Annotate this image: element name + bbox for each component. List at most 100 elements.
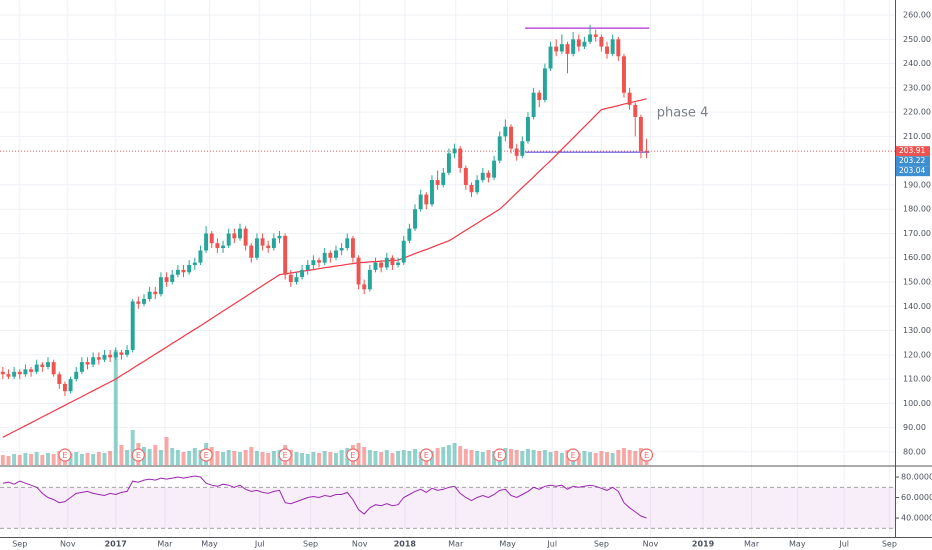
candle-body: [480, 172, 485, 181]
x-tick-label: 2019: [692, 540, 715, 549]
grid: [0, 0, 895, 537]
volume-bar: [238, 452, 242, 465]
candle-body: [554, 46, 559, 52]
volume-bar: [96, 452, 101, 465]
y-tick-label: 130.00: [903, 326, 931, 335]
volume-bar: [509, 449, 514, 465]
x-tick-label: Mar: [744, 540, 760, 549]
candle-body: [12, 371, 17, 377]
x-tick-label: Jul: [838, 540, 849, 549]
volume-bar: [119, 445, 124, 465]
candle-body: [51, 362, 56, 375]
candle-body: [638, 116, 643, 151]
price-label-box: [896, 156, 930, 167]
axis-layer: 80.00 90.00 100.00 110.00 120.00 130.00 140.00…: [12, 11, 932, 549]
candle-body: [209, 233, 214, 244]
x-tick-label: May: [499, 540, 516, 549]
price-label-box: [896, 146, 930, 157]
rsi-layer: [0, 475, 899, 529]
volume-bar: [74, 452, 79, 465]
earnings-marker: [639, 448, 654, 462]
price-label: 203.04: [899, 166, 925, 175]
volume-bar: [554, 451, 559, 465]
volume-bar: [384, 450, 389, 465]
volume-bar: [68, 453, 73, 465]
volume-bar: [633, 451, 638, 465]
candle-body: [627, 92, 632, 105]
x-tick-label: Jul: [254, 540, 265, 549]
candle-body: [413, 209, 418, 229]
price-layer: phase 4: [0, 24, 895, 438]
candle-body: [356, 257, 361, 285]
y-tick-label: 150.00: [903, 278, 931, 287]
candle-body: [576, 39, 581, 47]
candle-body: [300, 269, 305, 278]
candle-body: [605, 46, 609, 54]
candle-body: [339, 248, 344, 251]
candle-body: [249, 245, 254, 258]
candle-body: [305, 265, 310, 270]
volume-bar: [367, 450, 372, 465]
volume-bar: [300, 453, 305, 465]
x-tick-label: Mar: [157, 540, 173, 549]
volume-bar: [621, 448, 626, 465]
price-label: 203.22: [899, 156, 925, 165]
volume-bar: [452, 443, 457, 465]
candle-body: [345, 238, 350, 249]
x-tick-label: Mar: [448, 540, 464, 549]
x-tick-label: Sep: [303, 540, 318, 549]
candle-body: [514, 148, 519, 156]
earnings-marker: [131, 448, 145, 462]
candle-body: [6, 374, 11, 377]
volume-bar: [328, 452, 333, 465]
volume-bar: [40, 455, 45, 465]
y-tick-label: 220.00: [903, 108, 931, 117]
candle-body: [503, 126, 508, 137]
volume-bar: [396, 451, 401, 465]
earnings-marker: [346, 448, 360, 462]
volume-bar: [102, 453, 107, 465]
rsi-tick-label: 80.0000: [901, 473, 932, 482]
volume-bar: [125, 450, 130, 465]
candle-body: [582, 41, 587, 47]
volume-bar: [108, 451, 113, 465]
volume-bar: [249, 447, 254, 465]
earnings-marker: [278, 448, 292, 462]
volume-bar: [469, 450, 474, 465]
volume-bar: [458, 446, 463, 465]
candle-body: [492, 160, 497, 178]
candle-body: [125, 349, 130, 355]
volume-bar: [401, 450, 406, 465]
y-tick-label: 140.00: [903, 302, 931, 311]
y-tick-label: 240.00: [903, 59, 931, 68]
volume-bar: [616, 450, 621, 465]
volume-bar: [0, 455, 5, 465]
y-tick-label: 180.00: [903, 205, 931, 214]
volume-bar: [221, 452, 226, 465]
volume-bar: [463, 449, 468, 465]
candle-body: [328, 252, 333, 258]
candle-body: [68, 379, 73, 392]
candle-body: [531, 92, 536, 117]
candle-body: [96, 357, 101, 360]
volume-bar: [79, 454, 84, 465]
volume-bar: [542, 450, 547, 465]
y-tick-label: 100.00: [903, 399, 931, 408]
candle-body: [187, 265, 192, 273]
volume-bar: [588, 452, 593, 465]
candle-body: [452, 148, 457, 154]
candle-body: [204, 233, 209, 251]
candle-body: [46, 362, 50, 367]
candle-body: [565, 44, 570, 54]
y-tick-label: 80.00: [903, 447, 926, 456]
candle-body: [311, 260, 316, 266]
candle-body: [40, 364, 45, 367]
candle-body: [79, 362, 84, 372]
candle-body: [588, 34, 593, 42]
candle-body: [418, 194, 423, 210]
volume-bar: [627, 450, 632, 465]
candle-body: [238, 228, 242, 239]
volume-bar: [181, 452, 186, 465]
candle-body: [475, 180, 480, 193]
x-tick-label: May: [789, 540, 806, 549]
